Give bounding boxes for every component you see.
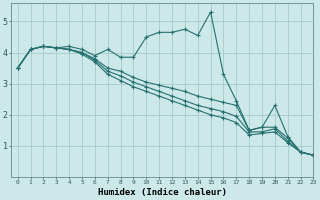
X-axis label: Humidex (Indice chaleur): Humidex (Indice chaleur): [98, 188, 227, 197]
